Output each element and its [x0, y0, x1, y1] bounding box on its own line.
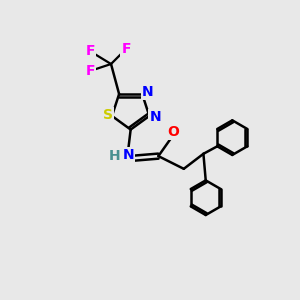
- Text: F: F: [85, 64, 95, 78]
- Text: O: O: [167, 125, 179, 139]
- Text: F: F: [85, 44, 95, 58]
- Text: N: N: [122, 148, 134, 162]
- Text: N: N: [142, 85, 154, 99]
- Text: F: F: [121, 42, 131, 56]
- Text: H: H: [109, 149, 120, 163]
- Text: N: N: [149, 110, 161, 124]
- Text: S: S: [103, 108, 113, 122]
